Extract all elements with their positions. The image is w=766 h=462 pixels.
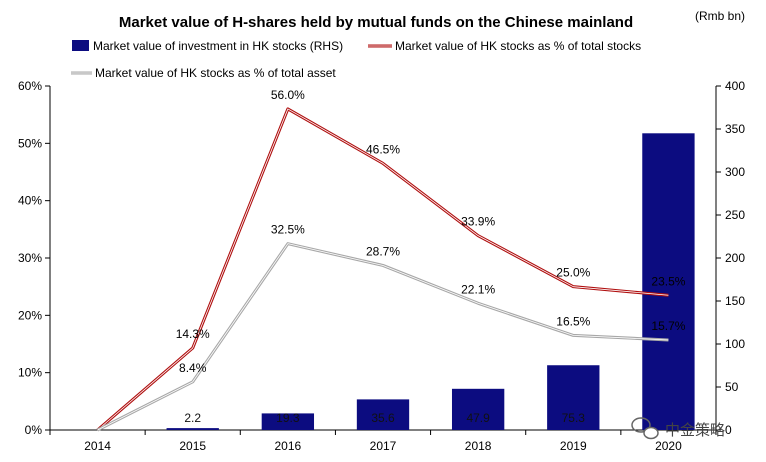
line-data-label: 16.5% — [556, 314, 590, 328]
x-tick-label: 2015 — [179, 439, 206, 453]
line-data-label: 33.9% — [461, 215, 495, 229]
y-left-tick-label: 0% — [25, 423, 43, 437]
y-left-tick-label: 40% — [18, 194, 42, 208]
line-data-label: 14.3% — [176, 327, 210, 341]
bar-2016 — [261, 413, 315, 430]
line-series-1-core — [97, 108, 669, 431]
bar-data-label: 35.6 — [371, 411, 395, 425]
bar-2019 — [547, 365, 600, 430]
wechat-icon — [631, 417, 659, 440]
line-data-label: 28.7% — [366, 244, 400, 258]
line-data-label: 56.0% — [271, 88, 305, 102]
y-right-tick-label: 350 — [725, 122, 745, 136]
line-series — [96, 107, 669, 432]
bar-2018 — [451, 388, 505, 430]
legend: Market value of investment in HK stocks … — [71, 39, 641, 80]
y-left-tick-label: 10% — [18, 366, 42, 380]
y-right-tick-label: 250 — [725, 208, 745, 222]
unit-label: (Rmb bn) — [695, 9, 745, 23]
y-right-tick-label: 400 — [725, 79, 745, 93]
y-left-tick-label: 30% — [18, 251, 42, 265]
bar-2015 — [166, 428, 219, 430]
legend-entry-bar: Market value of investment in HK stocks … — [72, 39, 343, 53]
y-left-tick-label: 20% — [18, 308, 42, 322]
bar-series — [166, 133, 695, 431]
bar-data-label: 2.2 — [184, 411, 201, 425]
y-right-tick-label: 200 — [725, 251, 745, 265]
data-labels: 2.2 19.3 35.6 47.9 75.3 14.3% 56.0% 46.5% 33.9% 2… — [176, 88, 686, 425]
x-tick-label: 2018 — [465, 439, 492, 453]
watermark: 中金策略 — [631, 417, 725, 440]
line-data-label: 46.5% — [366, 142, 400, 156]
x-tick-label: 2017 — [370, 439, 397, 453]
x-tick-label: 2019 — [560, 439, 587, 453]
line-data-label: 8.4% — [179, 361, 207, 375]
legend-entry-line-total-stocks: Market value of HK stocks as % of total … — [368, 39, 641, 53]
bar-data-label: 19.3 — [276, 411, 300, 425]
legend-label-bar: Market value of investment in HK stocks … — [93, 39, 343, 53]
legend-swatch-bar — [72, 40, 89, 51]
y-right-tick-label: 300 — [725, 165, 745, 179]
bar-2017 — [356, 399, 410, 430]
y-right-tick-label: 150 — [725, 294, 745, 308]
line-data-label: 23.5% — [651, 274, 685, 288]
line-series-2-core — [97, 243, 669, 431]
legend-label-line-total-stocks: Market value of HK stocks as % of total … — [395, 39, 641, 53]
y-left-tick-label: 50% — [18, 136, 42, 150]
chart-title: Market value of H-shares held by mutual … — [119, 14, 633, 31]
legend-label-line-total-asset: Market value of HK stocks as % of total … — [95, 66, 336, 80]
x-tick-label: 2014 — [84, 439, 111, 453]
y-right-tick-label: 100 — [725, 337, 745, 351]
line-data-label: 22.1% — [461, 282, 495, 296]
bar-2020 — [642, 133, 695, 431]
y-right-tick-label: 50 — [725, 380, 739, 394]
line-data-label: 15.7% — [651, 319, 685, 333]
y-left-tick-label: 60% — [18, 79, 42, 93]
x-tick-label: 2020 — [655, 439, 682, 453]
bar-data-label: 47.9 — [466, 411, 490, 425]
bar-data-label: 75.3 — [562, 411, 586, 425]
y-right-tick-label: 0 — [725, 423, 732, 437]
axes: 0% 10% 20% 30% 40% 50% 60% 0 50 100 150 200 250 300 35… — [18, 79, 745, 453]
x-tick-label: 2016 — [275, 439, 302, 453]
line-data-label: 25.0% — [556, 266, 590, 280]
legend-entry-line-total-asset: Market value of HK stocks as % of total … — [71, 66, 336, 80]
watermark-text: 中金策略 — [665, 422, 725, 439]
line-data-label: 32.5% — [271, 223, 305, 237]
